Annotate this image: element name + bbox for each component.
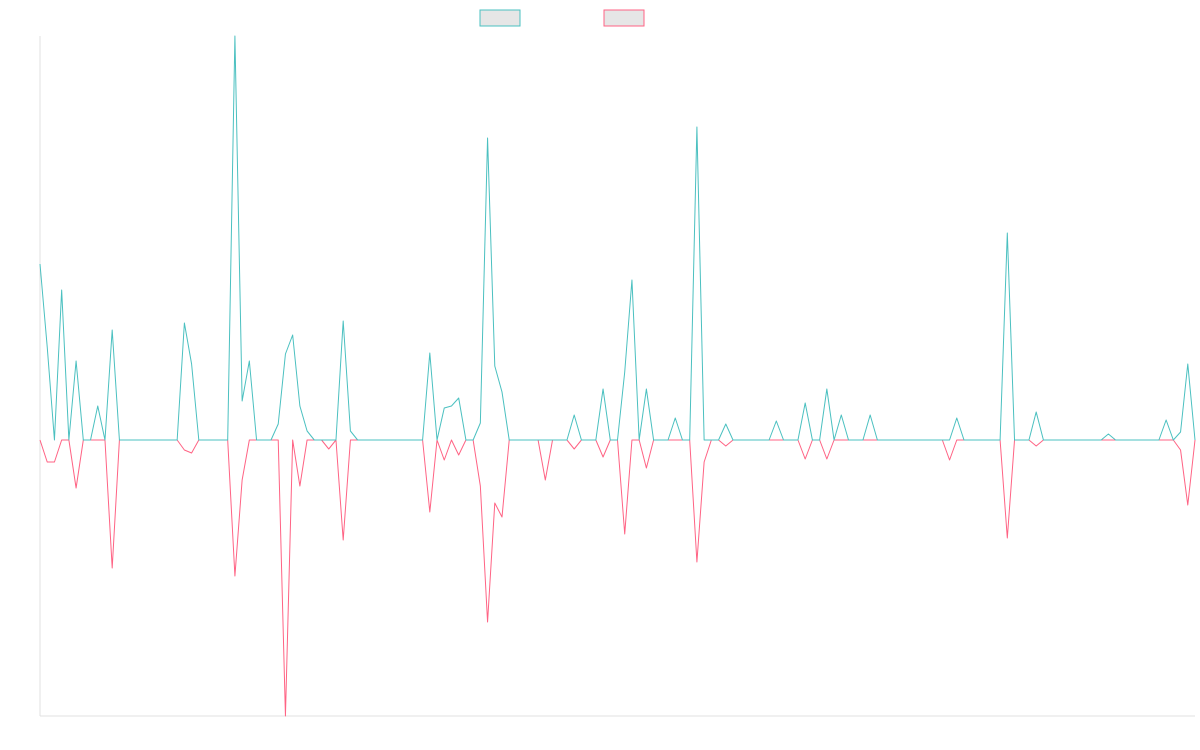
series-line [39, 35, 1196, 441]
legend-swatch [603, 9, 645, 27]
legend-swatch [479, 9, 521, 27]
series-line [39, 439, 1196, 717]
